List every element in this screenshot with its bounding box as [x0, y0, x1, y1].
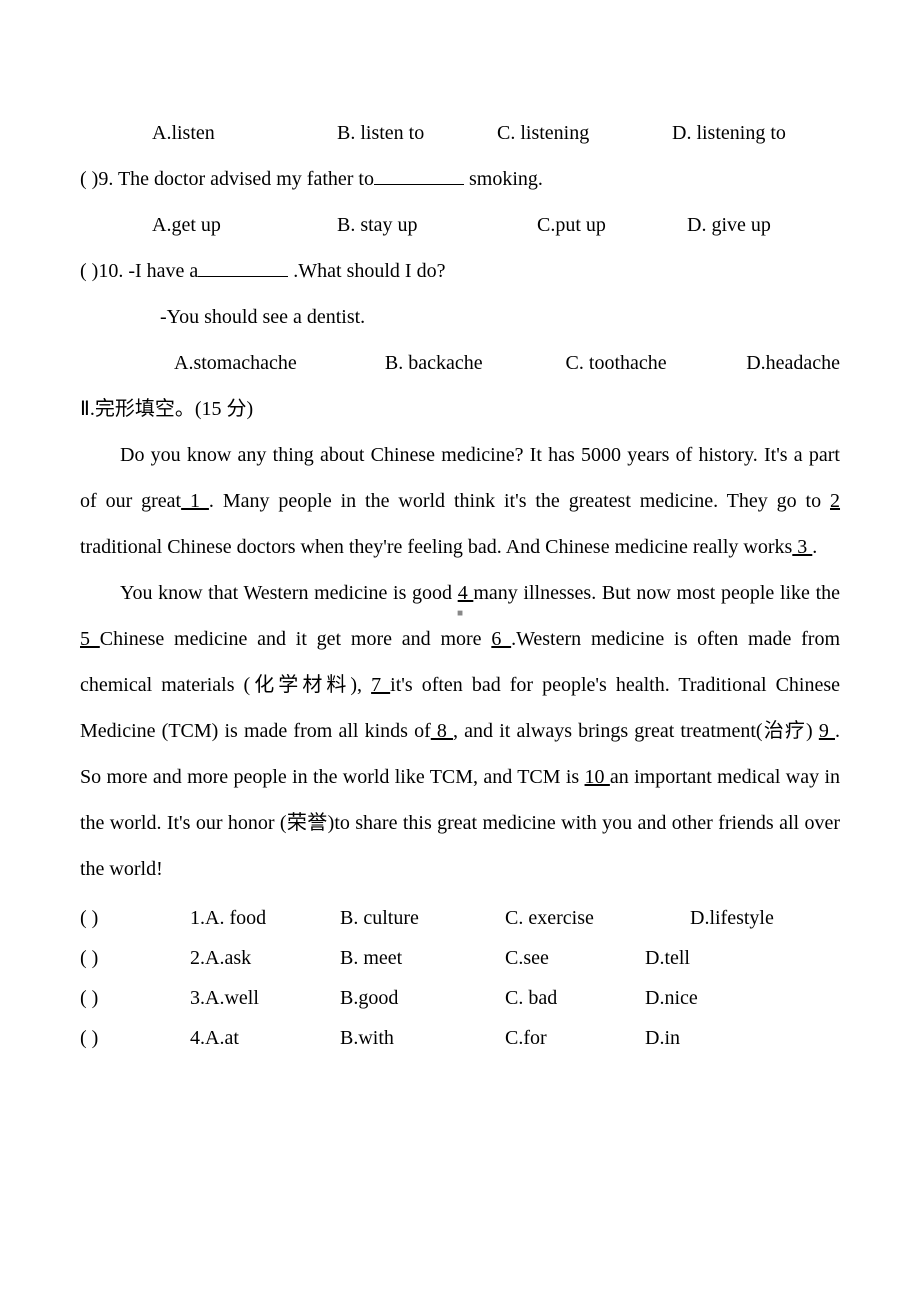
q10-opt-a: A.stomachache: [174, 340, 385, 386]
q10-opt-d: D.headache: [746, 340, 840, 386]
cloze4-d: D.in: [645, 1018, 680, 1058]
q8-opt-a: A.listen: [152, 110, 337, 156]
cloze3-c: C. bad: [505, 978, 645, 1018]
q9-suffix: smoking.: [464, 168, 543, 190]
q10-options: A.stomachache B. backache C. toothache D…: [80, 340, 840, 386]
cloze3-paren: ( ): [80, 978, 190, 1018]
q10-opt-b: B. backache: [385, 340, 566, 386]
cloze2-a-cell: 2.A.ask: [190, 938, 340, 978]
q9-opt-c: C.put up: [537, 202, 687, 248]
cloze2-paren: ( ): [80, 938, 190, 978]
q10-reply: -You should see a dentist.: [80, 294, 840, 340]
cloze-options: ( ) 1.A. food B. culture C. exercise D.l…: [80, 898, 840, 1058]
cloze3-num: 3: [190, 987, 200, 1009]
p2c: Chinese medicine and it get more and mor…: [100, 628, 492, 650]
cloze-row-1: ( ) 1.A. food B. culture C. exercise D.l…: [80, 898, 840, 938]
cloze1-paren: ( ): [80, 898, 190, 938]
cloze1-b: B. culture: [340, 898, 505, 938]
cloze3-d: D.nice: [645, 978, 698, 1018]
q9-prefix: ( )9. The doctor advised my father to: [80, 168, 374, 190]
q8-options: A.listen B. listen to C. listening D. li…: [80, 110, 840, 156]
section2-title: Ⅱ.完形填空。(15 分): [80, 386, 840, 432]
cloze-blank-7: 7: [371, 674, 390, 696]
cloze4-paren: ( ): [80, 1018, 190, 1058]
cloze2-b: B. meet: [340, 938, 505, 978]
q10-suffix: .What should I do?: [288, 260, 445, 282]
cloze1-d: D.lifestyle: [690, 898, 774, 938]
q9-opt-a: A.get up: [152, 202, 337, 248]
cloze4-b: B.with: [340, 1018, 505, 1058]
cloze4-a: A.at: [205, 1027, 239, 1049]
q10-prefix: ( )10. -I have a: [80, 260, 198, 282]
cloze2-a: A.ask: [205, 947, 251, 969]
cloze2-num: 2: [190, 947, 200, 969]
p1c: traditional Chinese doctors when they're…: [80, 536, 792, 558]
q10-opt-c: C. toothache: [566, 340, 747, 386]
q9-stem: ( )9. The doctor advised my father to sm…: [80, 156, 840, 202]
cloze3-a: A.well: [205, 987, 259, 1009]
cloze-passage: Do you know any thing about Chinese medi…: [80, 432, 840, 892]
cloze4-num: 4: [190, 1027, 200, 1049]
cloze2-d: D.tell: [645, 938, 690, 978]
q9-opt-d: D. give up: [687, 202, 771, 248]
cloze2-c: C.see: [505, 938, 645, 978]
p1d: .: [812, 536, 817, 558]
blank-icon: [198, 256, 288, 277]
p2f: , and it always brings great treatment(治…: [453, 720, 819, 742]
q9-opt-b: B. stay up: [337, 202, 537, 248]
q10-stem: ( )10. -I have a .What should I do?: [80, 248, 840, 294]
cloze3-a-cell: 3.A.well: [190, 978, 340, 1018]
q8-opt-d: D. listening to: [672, 110, 786, 156]
cloze4-c: C.for: [505, 1018, 645, 1058]
p1b: . Many people in the world think it's th…: [209, 490, 830, 512]
q8-opt-c: C. listening: [497, 110, 672, 156]
q9-options: A.get up B. stay up C.put up D. give up: [80, 202, 840, 248]
cloze-row-2: ( ) 2.A.ask B. meet C.see D.tell: [80, 938, 840, 978]
p2b: many illnesses. But now most people like…: [473, 582, 840, 604]
cloze1-num: 1: [190, 907, 200, 929]
cloze-blank-2: 2: [830, 490, 840, 512]
p2a: You know that Western medicine is good: [120, 582, 458, 604]
cloze-blank-9: 9: [819, 720, 835, 742]
cloze-row-4: ( ) 4.A.at B.with C.for D.in: [80, 1018, 840, 1058]
cloze3-b: B.good: [340, 978, 505, 1018]
cloze1-a: A. food: [205, 907, 266, 929]
cloze1-a-cell: 1.A. food: [190, 898, 340, 938]
cloze-blank-5: 5: [80, 628, 100, 650]
cloze-blank-10: 10: [585, 766, 610, 788]
cloze-blank-1: 1: [181, 490, 209, 512]
cloze-row-3: ( ) 3.A.well B.good C. bad D.nice: [80, 978, 840, 1018]
q8-opt-b: B. listen to: [337, 110, 497, 156]
cloze1-c: C. exercise: [505, 898, 690, 938]
cloze-blank-8: 8: [431, 720, 453, 742]
cloze4-a-cell: 4.A.at: [190, 1018, 340, 1058]
cloze-blank-4: 4: [458, 582, 474, 604]
blank-icon: [374, 164, 464, 185]
cloze-blank-3: 3: [792, 536, 812, 558]
cloze-blank-6: 6: [491, 628, 511, 650]
